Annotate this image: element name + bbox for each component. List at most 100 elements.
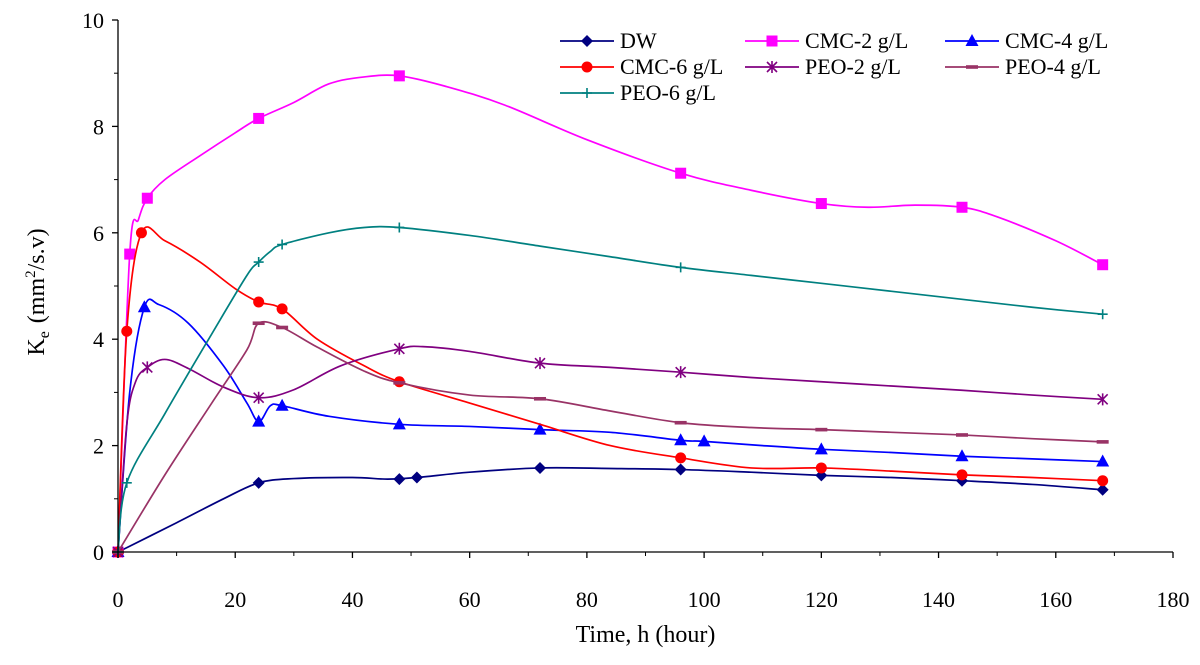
data-point bbox=[393, 70, 405, 82]
series-cmc-6-g-l bbox=[112, 226, 1109, 558]
y-axis-subscript: e bbox=[36, 331, 53, 338]
x-ticks: 0 20 40 60 80 100 120 140 160 180 bbox=[113, 552, 1190, 612]
data-point bbox=[277, 239, 288, 250]
legend-swatch-marker bbox=[966, 65, 978, 69]
legend-swatch-marker bbox=[581, 61, 593, 73]
data-point bbox=[252, 414, 266, 427]
y-tick-label: 6 bbox=[93, 221, 104, 246]
data-point bbox=[253, 112, 265, 124]
data-point bbox=[1097, 475, 1109, 487]
data-point bbox=[253, 391, 265, 404]
series-line bbox=[117, 320, 1103, 553]
data-point bbox=[533, 422, 547, 435]
legend-item: PEO-2 g/L bbox=[745, 54, 901, 79]
legend-item: CMC-2 g/L bbox=[745, 28, 908, 53]
data-point bbox=[141, 361, 153, 374]
y-tick-label: 8 bbox=[93, 114, 104, 139]
data-point bbox=[135, 227, 147, 239]
legend-label: PEO-6 g/L bbox=[620, 80, 716, 105]
data-point bbox=[410, 471, 423, 484]
data-point bbox=[252, 321, 265, 326]
data-point bbox=[1096, 454, 1110, 467]
data-point bbox=[393, 473, 406, 486]
data-point bbox=[275, 398, 289, 411]
series-peo-6-g-l bbox=[113, 222, 1108, 557]
x-tick-label: 180 bbox=[1157, 587, 1190, 612]
data-point bbox=[393, 381, 406, 385]
x-tick-label: 20 bbox=[224, 587, 246, 612]
x-tick-label: 80 bbox=[576, 587, 598, 612]
data-point bbox=[252, 476, 265, 489]
data-point bbox=[534, 396, 546, 401]
legend: DW CMC-2 g/L CMC-4 g/L CMC-6 g/L PEO-2 g/L PE… bbox=[560, 28, 1108, 105]
series-peo-4-g-l bbox=[112, 320, 1109, 554]
data-point bbox=[815, 427, 828, 432]
x-tick-label: 140 bbox=[922, 587, 955, 612]
x-tick-label: 40 bbox=[341, 587, 363, 612]
data-point bbox=[253, 257, 264, 268]
x-axis-title: Time, h (hour) bbox=[576, 622, 716, 648]
data-point bbox=[1096, 483, 1109, 496]
x-tick-label: 100 bbox=[688, 587, 721, 612]
x-tick-label: 160 bbox=[1039, 587, 1072, 612]
data-point bbox=[394, 222, 405, 233]
legend-label: PEO-4 g/L bbox=[1005, 54, 1101, 79]
legend-swatch-marker bbox=[766, 61, 778, 73]
data-point bbox=[137, 300, 151, 313]
data-point bbox=[392, 417, 406, 430]
series-cmc-4-g-l bbox=[111, 298, 1110, 557]
y-axis-symbol: K bbox=[24, 338, 50, 356]
series-line bbox=[117, 298, 1103, 553]
series-line bbox=[117, 466, 1103, 553]
legend-item: CMC-6 g/L bbox=[560, 54, 723, 79]
legend-swatch-marker bbox=[581, 35, 593, 47]
data-point bbox=[276, 303, 288, 315]
legend-swatch-marker bbox=[582, 88, 592, 98]
data-point bbox=[393, 342, 405, 355]
data-point bbox=[956, 433, 968, 437]
series-peo-2-g-l bbox=[112, 342, 1109, 558]
legend-label: CMC-2 g/L bbox=[805, 28, 908, 53]
y-axis-superscript: 2 bbox=[23, 270, 39, 278]
data-point bbox=[674, 463, 687, 476]
y-tick-label: 4 bbox=[93, 327, 104, 352]
legend-label: CMC-6 g/L bbox=[620, 54, 723, 79]
data-point bbox=[675, 366, 687, 379]
x-tick-label: 0 bbox=[113, 587, 124, 612]
data-point bbox=[534, 357, 546, 370]
data-point bbox=[814, 442, 828, 455]
data-point bbox=[253, 296, 265, 308]
data-point bbox=[955, 449, 969, 462]
data-point bbox=[956, 201, 968, 213]
y-axis-unit-open: (mm bbox=[24, 278, 50, 324]
data-point bbox=[1097, 259, 1109, 271]
legend-swatch-marker bbox=[965, 34, 979, 46]
data-point bbox=[675, 452, 687, 464]
legend-swatch-marker bbox=[766, 35, 778, 47]
legend-item: PEO-6 g/L bbox=[560, 80, 716, 105]
data-point bbox=[674, 420, 687, 425]
data-point bbox=[276, 325, 289, 330]
data-point bbox=[121, 325, 133, 337]
legend-item: PEO-4 g/L bbox=[945, 54, 1101, 79]
data-point bbox=[675, 262, 686, 273]
data-point bbox=[121, 477, 132, 488]
y-axis-title: Ke (mm2/s.v) bbox=[23, 228, 53, 355]
y-ticks: 0 2 4 6 8 10 bbox=[82, 8, 118, 565]
series-cmc-2-g-l bbox=[112, 70, 1109, 558]
data-point bbox=[956, 469, 968, 481]
x-tick-label: 60 bbox=[459, 587, 481, 612]
data-point bbox=[675, 167, 687, 179]
series-line bbox=[117, 225, 1103, 553]
y-tick-label: 2 bbox=[93, 434, 104, 459]
legend-label: CMC-4 g/L bbox=[1005, 28, 1108, 53]
legend-label: PEO-2 g/L bbox=[805, 54, 901, 79]
x-tick-label: 120 bbox=[805, 587, 838, 612]
axes: 0 20 40 60 80 100 120 140 160 180 0 2 4 6 8 10 bbox=[82, 8, 1190, 612]
data-point bbox=[815, 462, 827, 474]
data-point bbox=[1097, 393, 1109, 406]
data-point bbox=[674, 433, 688, 446]
y-tick-label: 10 bbox=[82, 8, 104, 33]
legend-label: DW bbox=[620, 28, 657, 53]
